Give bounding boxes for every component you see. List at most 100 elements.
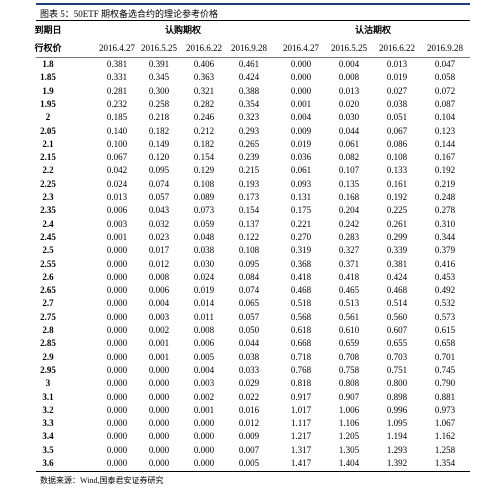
date-header: 2016.5.25 <box>331 43 367 53</box>
price: 0.299 <box>386 231 408 242</box>
price: 0.468 <box>386 285 408 296</box>
price: 0.000 <box>106 458 128 468</box>
price: 0.461 <box>238 59 260 69</box>
price: 0.129 <box>193 165 215 176</box>
price: 0.518 <box>290 298 312 309</box>
price: 1.205 <box>338 431 360 442</box>
price: 0.000 <box>290 85 312 96</box>
price: 0.072 <box>434 85 456 96</box>
price: 0.261 <box>386 218 408 229</box>
price: 0.038 <box>238 351 260 362</box>
price: 0.239 <box>238 152 260 163</box>
price: 0.000 <box>148 444 170 455</box>
strike: 1.85 <box>40 72 56 83</box>
price: 0.907 <box>338 391 360 402</box>
price: 1.106 <box>338 418 360 429</box>
price: 0.137 <box>238 218 260 229</box>
price: 0.513 <box>338 298 360 309</box>
price: 0.154 <box>193 152 215 163</box>
price: 0.331 <box>106 72 128 83</box>
price: 0.012 <box>148 258 170 269</box>
price: 0.012 <box>238 418 260 429</box>
price: 0.004 <box>290 112 312 123</box>
price: 0.019 <box>290 138 312 149</box>
price: 0.122 <box>238 231 260 242</box>
price: 0.406 <box>193 59 215 69</box>
price: 0.973 <box>434 404 456 415</box>
price: 0.016 <box>238 404 260 415</box>
price: 0.038 <box>193 245 215 256</box>
price: 0.917 <box>290 391 312 402</box>
price: 0.001 <box>148 351 170 362</box>
strike: 2.6 <box>42 271 54 282</box>
price: 0.140 <box>106 125 128 136</box>
price: 0.000 <box>106 418 128 429</box>
price: 0.000 <box>193 431 215 442</box>
price: 0.568 <box>290 311 312 322</box>
price: 0.005 <box>193 351 215 362</box>
price: 0.042 <box>106 165 128 176</box>
strike: 2.05 <box>40 125 56 136</box>
strike: 2.85 <box>40 338 56 349</box>
price: 0.084 <box>238 271 260 282</box>
price: 0.087 <box>434 98 456 109</box>
price: 0.000 <box>106 245 128 256</box>
price: 0.095 <box>148 165 170 176</box>
price: 0.000 <box>106 404 128 415</box>
price: 0.560 <box>386 311 408 322</box>
price: 0.167 <box>434 152 456 163</box>
date-header: 2016.9.28 <box>427 43 463 53</box>
price: 1.017 <box>290 404 312 415</box>
price: 0.278 <box>434 205 456 216</box>
price: 0.708 <box>338 351 360 362</box>
price: 0.044 <box>238 338 260 349</box>
price: 0.424 <box>386 271 408 282</box>
strike: 1.8 <box>42 59 54 69</box>
price: 0.818 <box>290 378 312 389</box>
price: 0.029 <box>238 378 260 389</box>
price: 0.107 <box>338 165 360 176</box>
price: 0.001 <box>193 404 215 415</box>
price: 0.790 <box>434 378 456 389</box>
price: 0.745 <box>434 364 456 375</box>
price: 0.014 <box>193 298 215 309</box>
price: 0.013 <box>106 192 128 202</box>
price: 0.086 <box>386 138 408 149</box>
price: 0.008 <box>338 72 360 83</box>
price: 0.007 <box>238 444 260 455</box>
price: 0.131 <box>290 192 312 202</box>
price: 0.000 <box>148 364 170 375</box>
price: 0.418 <box>290 271 312 282</box>
header-call: 认购期权 <box>164 25 201 35</box>
price: 0.108 <box>238 245 260 256</box>
strike: 2.55 <box>40 258 56 269</box>
price: 0.492 <box>434 285 456 296</box>
price: 0.011 <box>194 311 214 322</box>
price: 1.317 <box>290 444 312 455</box>
price: 0.000 <box>106 431 128 442</box>
price: 0.006 <box>106 205 128 216</box>
price: 0.327 <box>338 245 360 256</box>
price: 0.270 <box>290 231 312 242</box>
price: 0.108 <box>193 178 215 189</box>
header-expiry: 到期日 <box>34 25 62 35</box>
price: 0.218 <box>148 112 170 123</box>
price: 0.067 <box>106 152 128 163</box>
price: 0.123 <box>434 125 456 136</box>
price: 1.067 <box>434 418 456 429</box>
price: 1.095 <box>386 418 408 429</box>
price: 0.391 <box>148 59 170 69</box>
price: 0.002 <box>148 325 170 335</box>
date-header: 2016.9.28 <box>231 43 267 53</box>
price: 1.258 <box>434 444 456 455</box>
strike: 1.95 <box>40 98 56 109</box>
strike: 3.6 <box>42 458 54 468</box>
price: 0.000 <box>106 285 128 296</box>
price: 0.615 <box>434 325 456 335</box>
strike: 3.3 <box>42 418 54 429</box>
price: 0.019 <box>386 72 408 83</box>
strike: 2.7 <box>42 298 54 309</box>
price: 0.061 <box>338 138 360 149</box>
price: 0.379 <box>434 245 456 256</box>
price: 0.618 <box>290 325 312 335</box>
